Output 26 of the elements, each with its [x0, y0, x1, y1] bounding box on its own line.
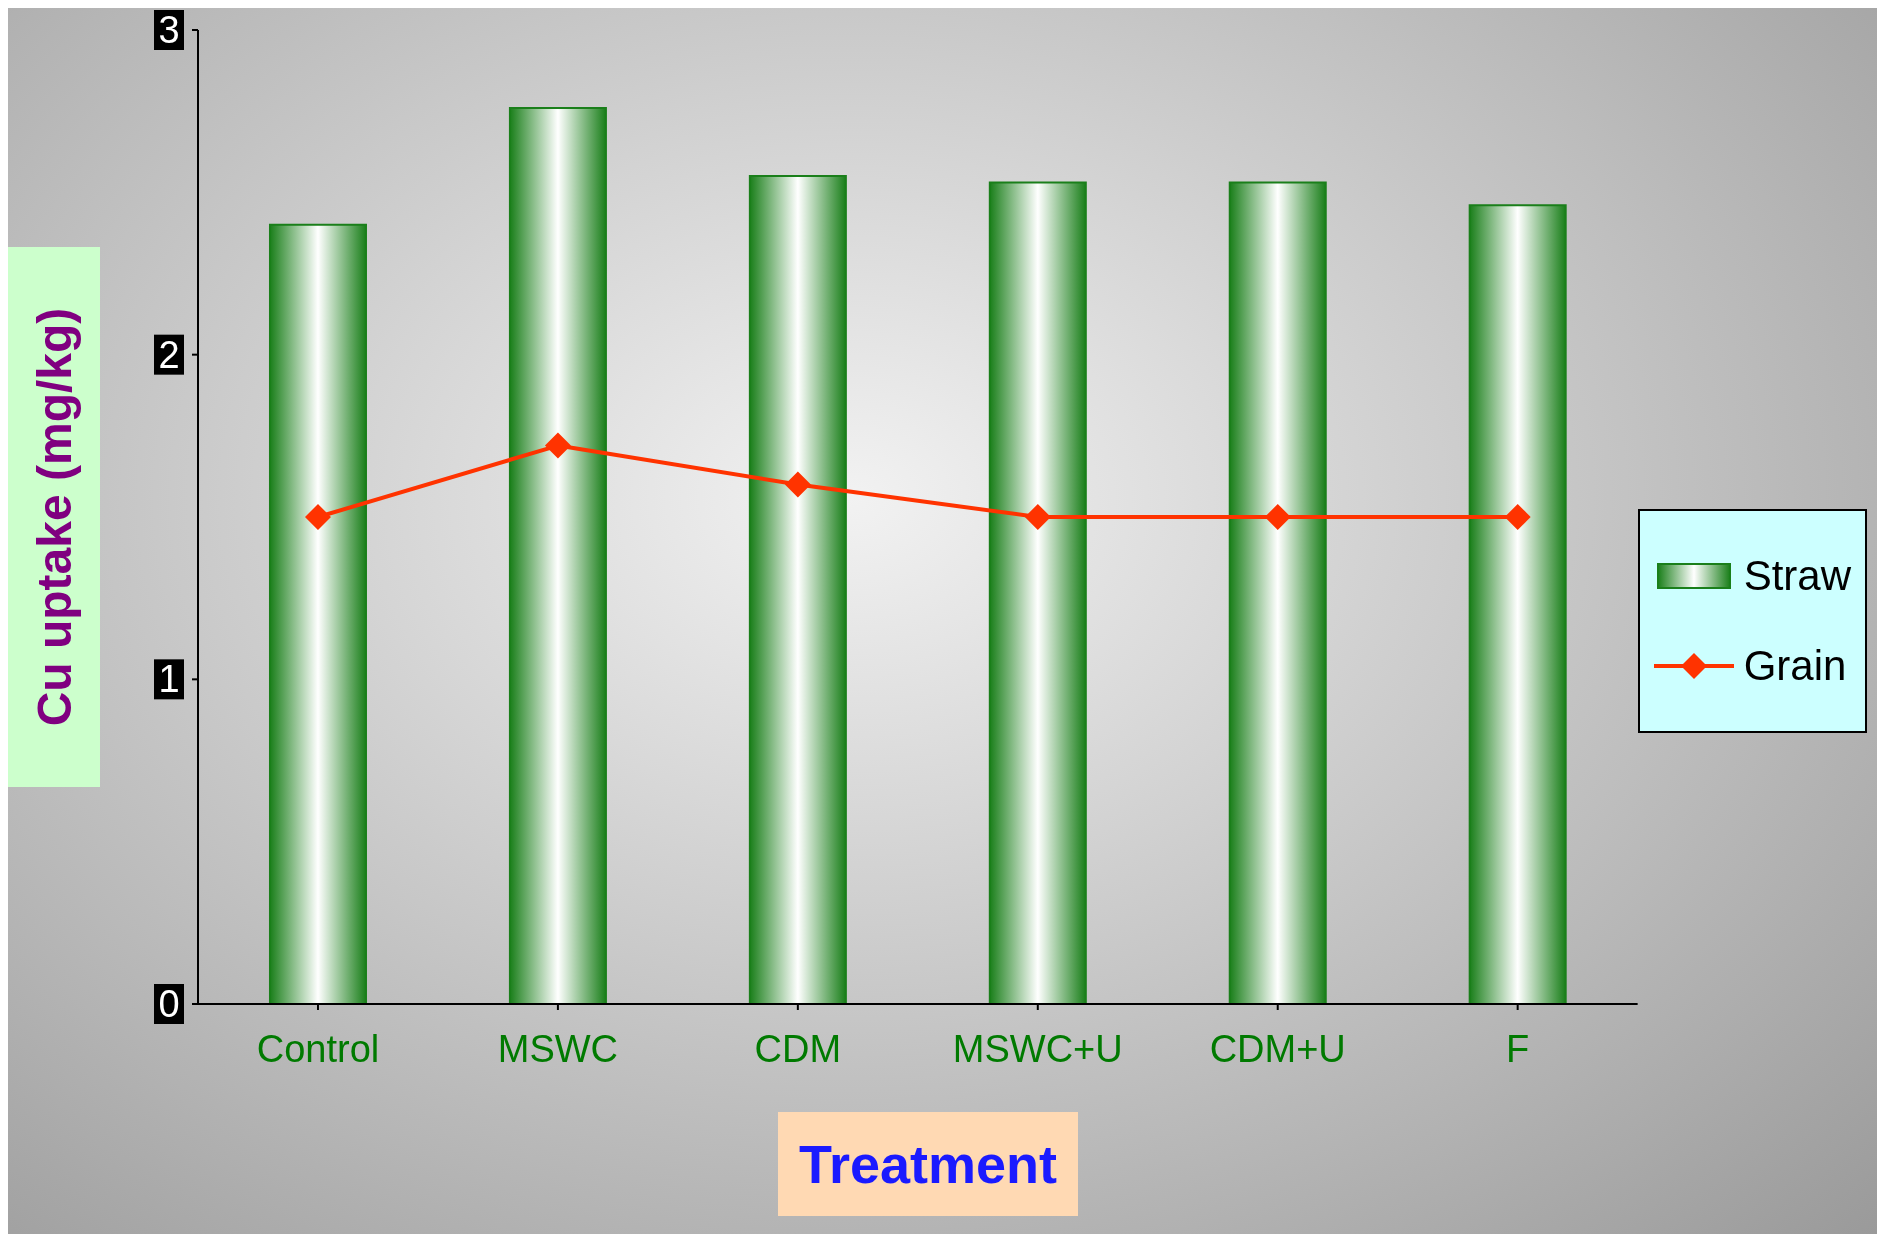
x-axis-title: Treatment	[798, 1134, 1058, 1194]
bar	[508, 106, 607, 1004]
x-tick-label: MSWC+U	[952, 1028, 1123, 1070]
x-tick-label: Control	[256, 1028, 380, 1070]
point	[784, 471, 811, 498]
y-tick-label: 0	[158, 983, 180, 1025]
legend-label: Straw	[1743, 552, 1851, 600]
x-tick-label: F	[1506, 1028, 1530, 1070]
y-tick-label: 3	[158, 9, 180, 51]
x-tick-label: CDM	[754, 1028, 842, 1070]
point	[304, 504, 331, 530]
bar	[268, 223, 367, 1004]
bar	[748, 175, 847, 1004]
y-tick-label: 1	[158, 658, 180, 701]
point	[1024, 504, 1051, 530]
bar	[1228, 181, 1327, 1004]
bar	[988, 181, 1087, 1004]
point	[544, 432, 571, 459]
point	[1264, 504, 1291, 530]
x-tick-label: MSWC	[497, 1028, 619, 1070]
x-tick-label: CDM+U	[1209, 1028, 1346, 1070]
point	[1504, 504, 1531, 530]
y-tick-label: 2	[158, 333, 180, 376]
legend-label: Grain	[1743, 642, 1847, 690]
bar	[1468, 204, 1567, 1004]
y-axis-title: Cu uptake (mg/kg)	[27, 307, 81, 727]
